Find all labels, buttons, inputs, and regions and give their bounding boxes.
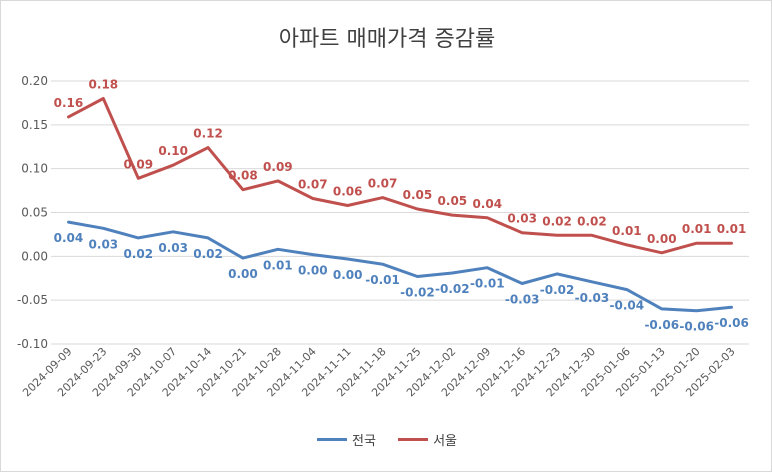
data-label-seoul: 0.00 (647, 232, 677, 246)
data-label-nationwide: -0.06 (714, 316, 749, 330)
data-label-seoul: 0.16 (54, 96, 84, 110)
data-label-seoul: 0.01 (682, 222, 712, 236)
data-label-seoul: 0.07 (368, 177, 398, 191)
y-tick-label: -0.05 (17, 293, 48, 307)
y-axis: 0.20 0.15 0.10 0.05 0.00 -0.05 -0.10 (17, 74, 48, 351)
data-label-seoul: 0.02 (577, 214, 607, 228)
data-label-seoul: 0.01 (612, 224, 642, 238)
data-label-nationwide: -0.06 (644, 318, 679, 332)
y-tick-label: 0.00 (21, 249, 48, 263)
data-label-seoul: 0.06 (333, 184, 363, 198)
data-labels: 0.04 0.030.02 0.03 0.020.000.01 0.00 0.00 -0.0… (54, 78, 749, 334)
x-axis: 2024-09-092024-09-232024-09-302024-10-07… (20, 345, 738, 399)
data-label-nationwide: 0.00 (298, 264, 328, 278)
data-label-seoul: 0.10 (158, 144, 188, 158)
data-label-nationwide: 0.02 (123, 247, 153, 261)
data-label-seoul: 0.08 (228, 169, 258, 183)
data-label-nationwide: -0.03 (575, 291, 610, 305)
data-label-nationwide: 0.00 (228, 267, 258, 281)
data-label-nationwide: -0.03 (505, 293, 540, 307)
data-label-nationwide: -0.01 (470, 277, 505, 291)
data-label-nationwide: -0.02 (540, 283, 575, 297)
data-label-nationwide: -0.02 (400, 285, 435, 299)
data-label-nationwide: -0.01 (365, 273, 400, 287)
series-line-seoul (67, 97, 733, 255)
data-label-seoul: 0.12 (193, 127, 223, 141)
data-label-seoul: 0.03 (507, 212, 537, 226)
data-label-seoul: 0.01 (717, 222, 747, 236)
y-tick-label: 0.10 (21, 162, 48, 176)
data-label-seoul: 0.09 (263, 160, 293, 174)
legend-label-nationwide: 전국 (352, 434, 376, 449)
legend-item-nationwide: 전국 (317, 430, 376, 449)
data-label-seoul: 0.18 (89, 78, 119, 92)
data-label-seoul: 0.05 (438, 194, 468, 208)
data-label-nationwide: -0.04 (610, 299, 645, 313)
data-label-nationwide: 0.04 (54, 231, 84, 245)
data-label-nationwide: 0.02 (193, 247, 223, 261)
legend: 전국 서울 (1, 430, 772, 449)
legend-item-seoul: 서울 (398, 430, 457, 449)
series-line-nationwide (67, 220, 733, 313)
data-label-seoul: 0.02 (542, 214, 572, 228)
legend-swatch-nationwide (317, 438, 347, 441)
y-tick-label: 0.05 (21, 206, 48, 220)
data-label-nationwide: 0.00 (333, 268, 363, 282)
series-lines (67, 97, 733, 313)
y-tick-label: -0.10 (17, 337, 48, 351)
y-tick-label: 0.20 (21, 74, 48, 88)
legend-swatch-seoul (398, 438, 429, 441)
y-tick-label: 0.15 (21, 118, 48, 132)
legend-label-seoul: 서울 (433, 434, 457, 449)
data-label-seoul: 0.07 (298, 177, 328, 191)
gridlines (51, 80, 749, 345)
data-label-nationwide: -0.06 (679, 320, 714, 334)
data-label-nationwide: 0.03 (89, 237, 119, 251)
data-label-nationwide: 0.01 (263, 258, 293, 272)
data-label-nationwide: -0.02 (435, 282, 470, 296)
data-label-seoul: 0.09 (123, 157, 153, 171)
data-label-nationwide: 0.03 (158, 241, 188, 255)
data-label-seoul: 0.05 (403, 188, 433, 202)
data-label-seoul: 0.04 (472, 197, 502, 211)
chart-title: 아파트 매매가격 증감률 (278, 27, 496, 52)
